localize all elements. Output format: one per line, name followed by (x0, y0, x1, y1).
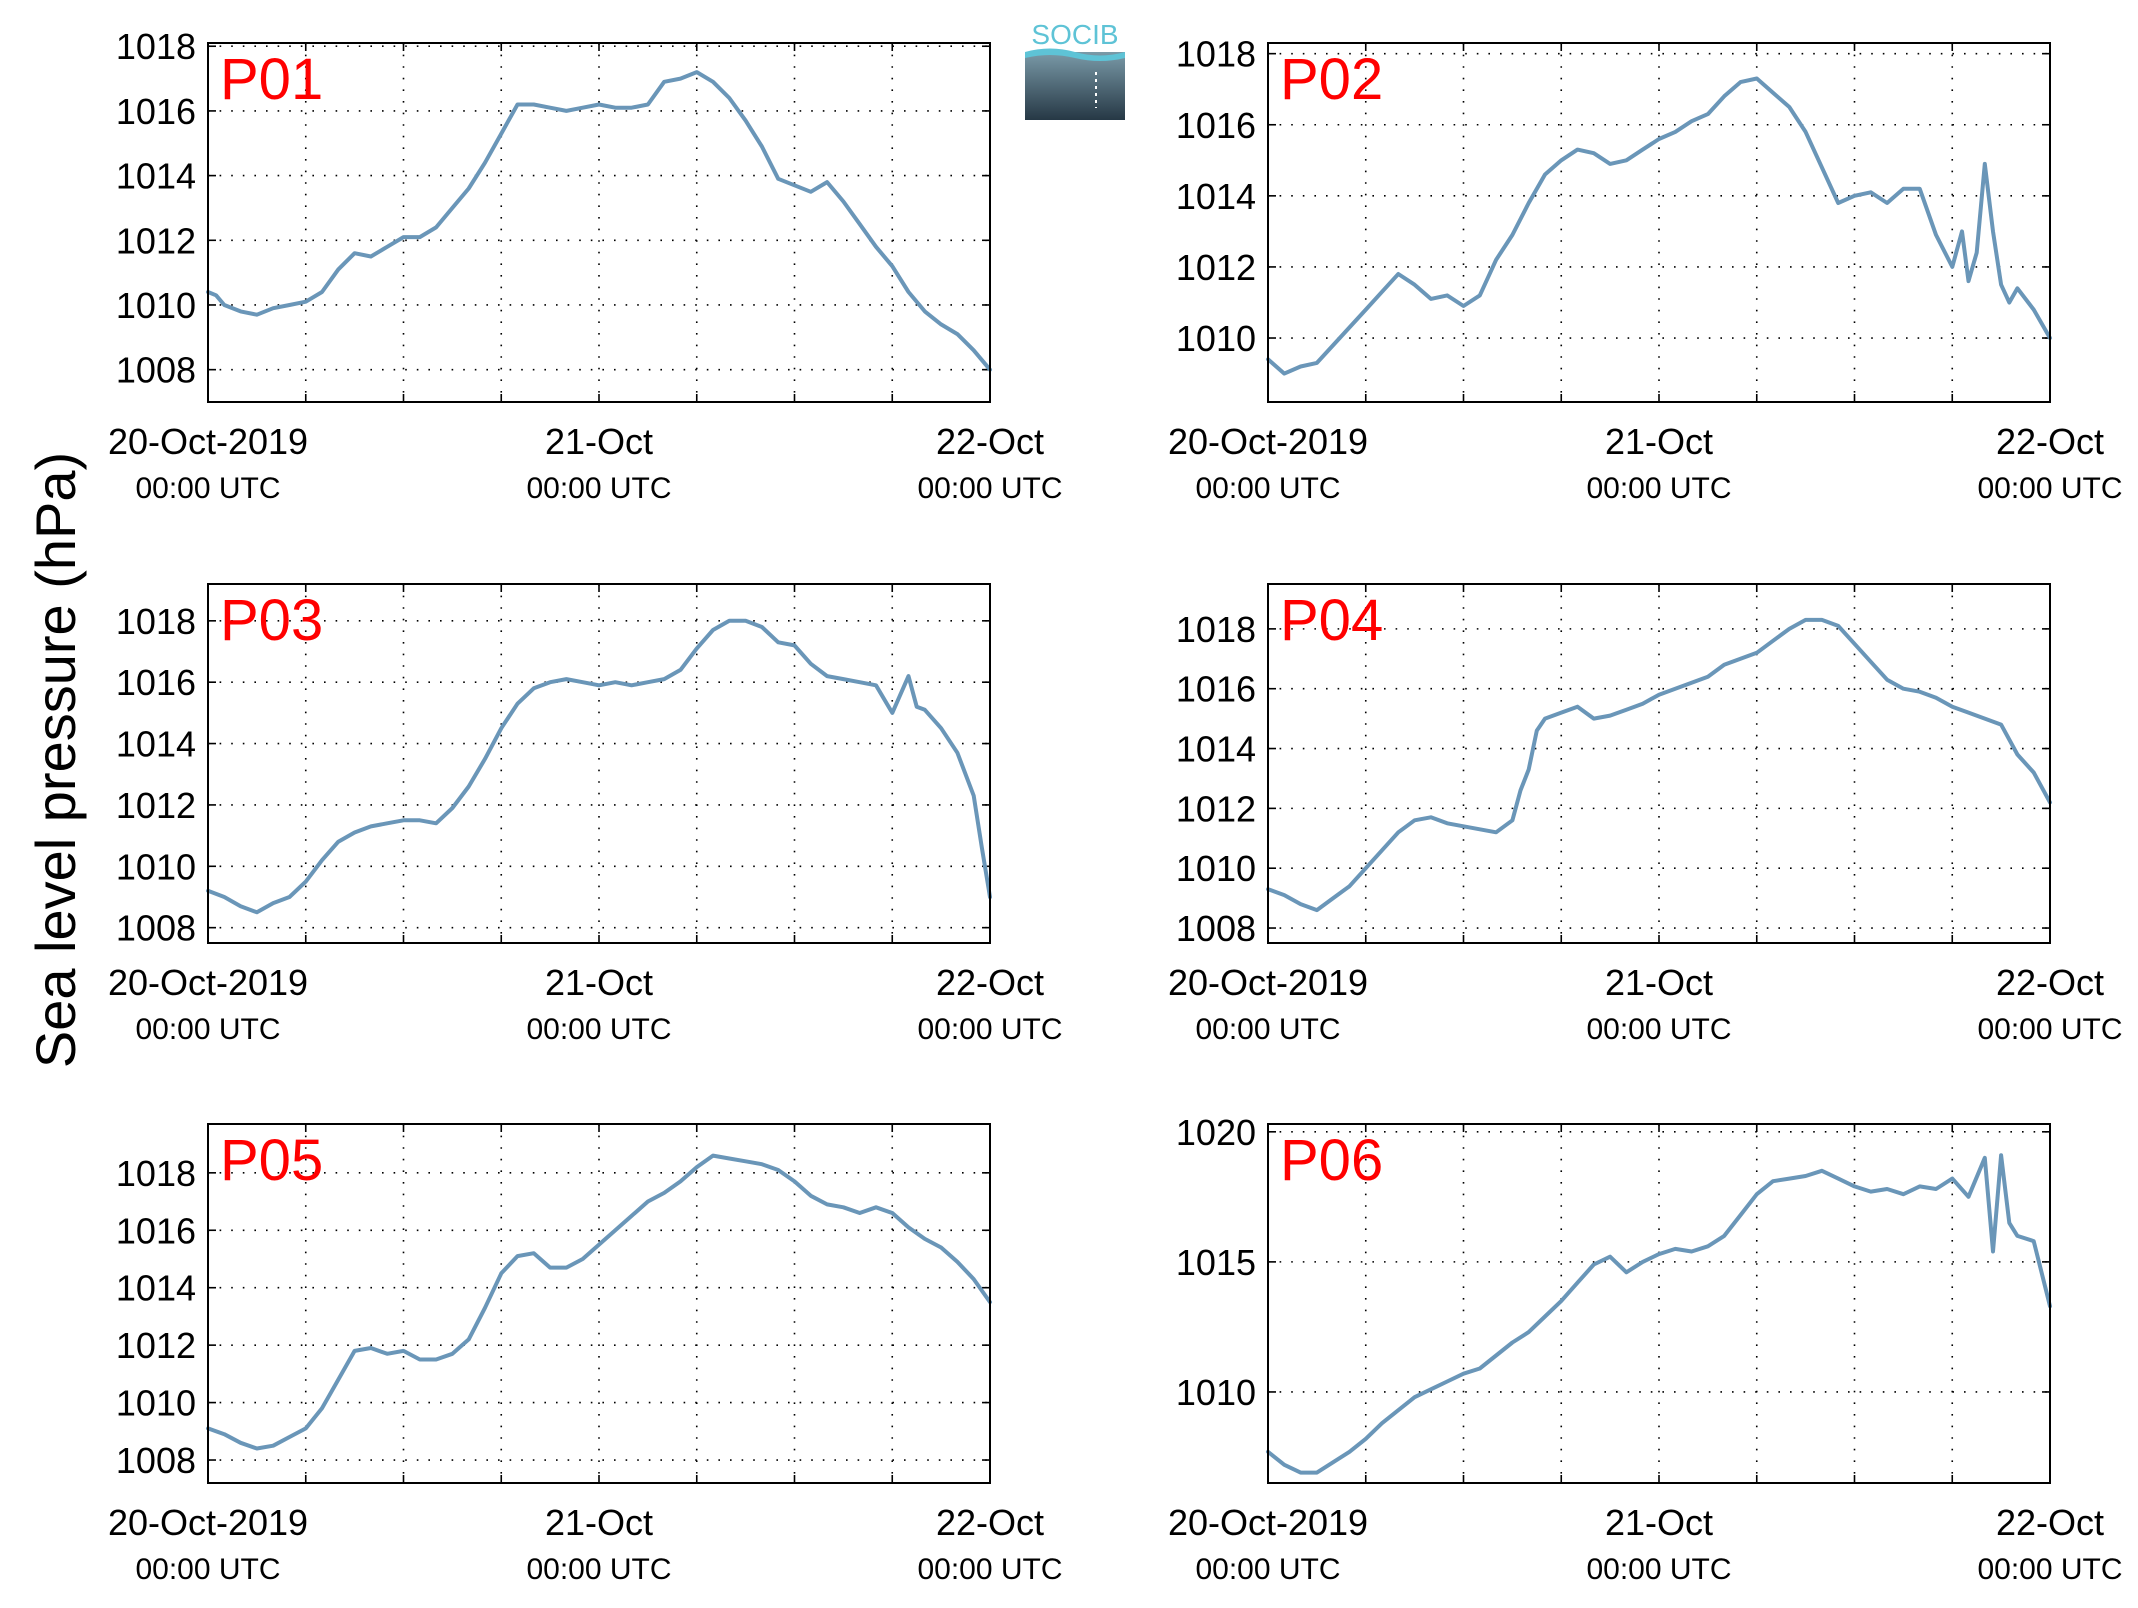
y-tick-label: 1015 (1176, 1242, 1256, 1283)
chart-panel-4: 1008 1010 1012 1014 1016 1018 20-Oct-2019 00:00… (1168, 583, 2123, 1046)
x-tick-label: 21-Oct (545, 421, 653, 462)
x-tick-sublabel: 00:00 UTC (1195, 1013, 1340, 1046)
y-tick-label: 1012 (1176, 247, 1256, 288)
plot-frame (1267, 42, 2051, 403)
panel-title: P06 (1280, 1128, 1383, 1193)
x-tick-sublabel: 00:00 UTC (1586, 472, 1731, 505)
x-tick-sublabel: 00:00 UTC (1977, 1013, 2122, 1046)
x-tick-label: 22-Oct (936, 1502, 1044, 1543)
x-tick-sublabel: 00:00 UTC (917, 472, 1062, 505)
y-tick-label: 1008 (116, 908, 196, 949)
x-tick-sublabel: 00:00 UTC (917, 1013, 1062, 1046)
series-line (206, 618, 992, 915)
panel-title: P04 (1280, 588, 1383, 653)
y-tick-label: 1014 (1176, 729, 1256, 770)
y-tick-label: 1016 (116, 91, 196, 132)
plot-frame (1267, 583, 2051, 944)
plot-frame (1267, 1123, 2051, 1484)
x-tick-label: 22-Oct (936, 962, 1044, 1003)
y-tick-label: 1016 (1176, 669, 1256, 710)
y-tick-label: 1010 (116, 285, 196, 326)
x-tick-label: 22-Oct (1996, 962, 2104, 1003)
x-tick-label: 21-Oct (1605, 421, 1713, 462)
x-tick-sublabel: 00:00 UTC (135, 1553, 280, 1586)
y-tick-label: 1016 (1176, 105, 1256, 146)
y-tick-label: 1018 (1176, 609, 1256, 650)
x-tick-label: 22-Oct (1996, 421, 2104, 462)
plot-frame (207, 583, 991, 944)
y-tick-label: 1018 (116, 601, 196, 642)
chart-panel-5: 1008 1010 1012 1014 1016 1018 20-Oct-2019 00:00… (108, 1123, 1063, 1586)
chart-panel-1: 1008 1010 1012 1014 1016 1018 20-Oct-2019 00:00… (108, 26, 1063, 505)
y-tick-label: 1016 (116, 1210, 196, 1251)
y-tick-label: 1012 (116, 1325, 196, 1366)
x-tick-sublabel: 00:00 UTC (135, 1013, 280, 1046)
y-axis-label: Sea level pressure (hPa) (24, 452, 87, 1068)
y-tick-label: 1014 (116, 156, 196, 197)
chart-panel-6: 1010 1015 1020 20-Oct-2019 00:00 UTC 21-Oct 00… (1168, 1112, 2123, 1586)
x-tick-sublabel: 00:00 UTC (1977, 1553, 2122, 1586)
x-tick-sublabel: 00:00 UTC (135, 472, 280, 505)
x-tick-label: 20-Oct-2019 (108, 962, 308, 1003)
chart-panel-3: 1008 1010 1012 1014 1016 1018 20-Oct-2019 00:00… (108, 583, 1063, 1046)
x-tick-label: 21-Oct (1605, 962, 1713, 1003)
x-tick-label: 20-Oct-2019 (1168, 1502, 1368, 1543)
plot-frame (207, 1123, 991, 1484)
panel-title: P03 (220, 588, 323, 653)
y-tick-label: 1012 (1176, 788, 1256, 829)
y-tick-label: 1016 (116, 662, 196, 703)
y-tick-label: 1014 (1176, 176, 1256, 217)
y-tick-label: 1010 (116, 1383, 196, 1424)
x-tick-label: 20-Oct-2019 (108, 421, 308, 462)
x-tick-label: 22-Oct (936, 421, 1044, 462)
series-line (1266, 1153, 2052, 1475)
x-tick-sublabel: 00:00 UTC (526, 1553, 671, 1586)
x-tick-sublabel: 00:00 UTC (526, 1013, 671, 1046)
x-tick-sublabel: 00:00 UTC (526, 472, 671, 505)
y-tick-label: 1012 (116, 785, 196, 826)
x-tick-label: 21-Oct (545, 962, 653, 1003)
socib-logo-text: SOCIB (1031, 19, 1118, 50)
y-tick-label: 1018 (116, 26, 196, 67)
x-tick-sublabel: 00:00 UTC (1586, 1553, 1731, 1586)
series-line (1266, 617, 2052, 913)
panel-title: P05 (220, 1128, 323, 1193)
chart-panel-2: 1010 1012 1014 1016 1018 20-Oct-2019 00:00 UTC… (1168, 34, 2123, 505)
y-tick-label: 1014 (116, 1268, 196, 1309)
y-tick-label: 1018 (1176, 34, 1256, 75)
x-tick-sublabel: 00:00 UTC (1586, 1013, 1731, 1046)
y-tick-label: 1020 (1176, 1112, 1256, 1153)
x-tick-label: 22-Oct (1996, 1502, 2104, 1543)
socib-logo: SOCIB (1025, 19, 1125, 120)
y-tick-label: 1010 (1176, 848, 1256, 889)
x-tick-label: 20-Oct-2019 (1168, 962, 1368, 1003)
x-tick-label: 21-Oct (545, 1502, 653, 1543)
y-tick-label: 1008 (116, 350, 196, 391)
plot-frame (207, 42, 991, 403)
x-tick-label: 20-Oct-2019 (1168, 421, 1368, 462)
x-tick-sublabel: 00:00 UTC (1195, 1553, 1340, 1586)
y-tick-label: 1010 (1176, 1372, 1256, 1413)
y-tick-label: 1008 (116, 1440, 196, 1481)
y-tick-label: 1012 (116, 220, 196, 261)
panel-title: P02 (1280, 47, 1383, 112)
x-tick-label: 21-Oct (1605, 1502, 1713, 1543)
series-line (206, 70, 992, 372)
x-tick-sublabel: 00:00 UTC (917, 1553, 1062, 1586)
x-tick-sublabel: 00:00 UTC (1977, 472, 2122, 505)
y-tick-label: 1010 (116, 846, 196, 887)
y-tick-label: 1018 (116, 1153, 196, 1194)
y-tick-label: 1008 (1176, 908, 1256, 949)
x-tick-sublabel: 00:00 UTC (1195, 472, 1340, 505)
panel-title: P01 (220, 47, 323, 112)
series-line (206, 1153, 992, 1451)
x-tick-label: 20-Oct-2019 (108, 1502, 308, 1543)
y-tick-label: 1010 (1176, 318, 1256, 359)
series-line (1266, 76, 2052, 376)
y-tick-label: 1014 (116, 724, 196, 765)
